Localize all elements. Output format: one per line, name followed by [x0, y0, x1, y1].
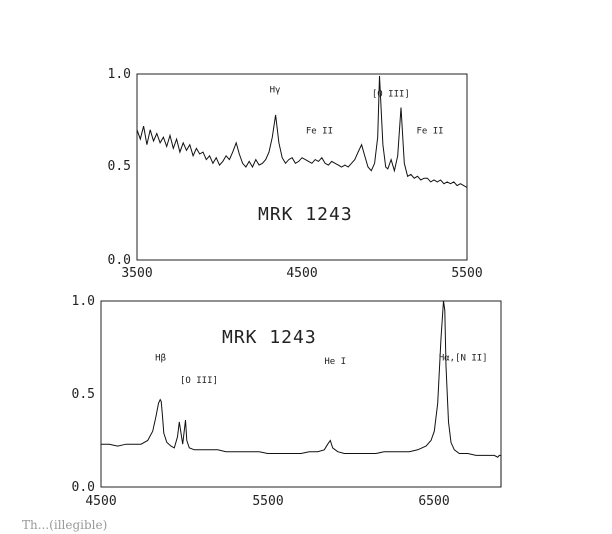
x-tick-5500: 5500: [451, 266, 482, 281]
plot-frame-bottom: [100, 300, 502, 488]
x-tick-4500-b: 4500: [85, 494, 116, 509]
y-tick-0-5: 0.5: [108, 159, 131, 174]
object-label-bottom: MRK 1243: [222, 327, 317, 348]
annotation-h-beta: Hβ: [155, 354, 166, 364]
annotation-fe-ii-right: Fe II: [416, 127, 443, 137]
spectrum-line-top: [136, 75, 468, 188]
figure-caption: Th...(illegible): [22, 518, 108, 532]
annotation-h-gamma: Hγ: [270, 86, 281, 96]
spectrum-panel-top: 1.0 0.5 0.0 3500 4500 5500 MRK 1243 Hγ F…: [108, 67, 483, 281]
object-label-top: MRK 1243: [258, 204, 353, 225]
x-tick-5500-b: 5500: [252, 494, 283, 509]
annotation-o-iii-top: [O III]: [372, 89, 410, 99]
plot-frame-top: [136, 73, 468, 261]
annotation-o-iii-bottom: [O III]: [180, 376, 218, 386]
annotation-h-alpha-n-ii: Hα,[N II]: [439, 354, 488, 364]
y-tick-0: 0.0: [108, 253, 131, 268]
y-tick-1: 1.0: [108, 67, 131, 82]
x-tick-3500: 3500: [121, 266, 152, 281]
y-tick-1-b: 1.0: [72, 294, 95, 309]
x-tick-6500-b: 6500: [418, 494, 449, 509]
spectrum-line-bottom: [101, 300, 502, 487]
spectrum-panel-bottom: 1.0 0.5 0.0 4500 5500 6500 MRK 1243 Hβ […: [72, 294, 502, 509]
x-tick-4500: 4500: [286, 266, 317, 281]
y-tick-0-5-b: 0.5: [72, 387, 95, 402]
annotation-he-i: He I: [324, 357, 346, 367]
y-tick-0-b: 0.0: [72, 480, 95, 495]
annotation-fe-ii-left: Fe II: [306, 127, 333, 137]
